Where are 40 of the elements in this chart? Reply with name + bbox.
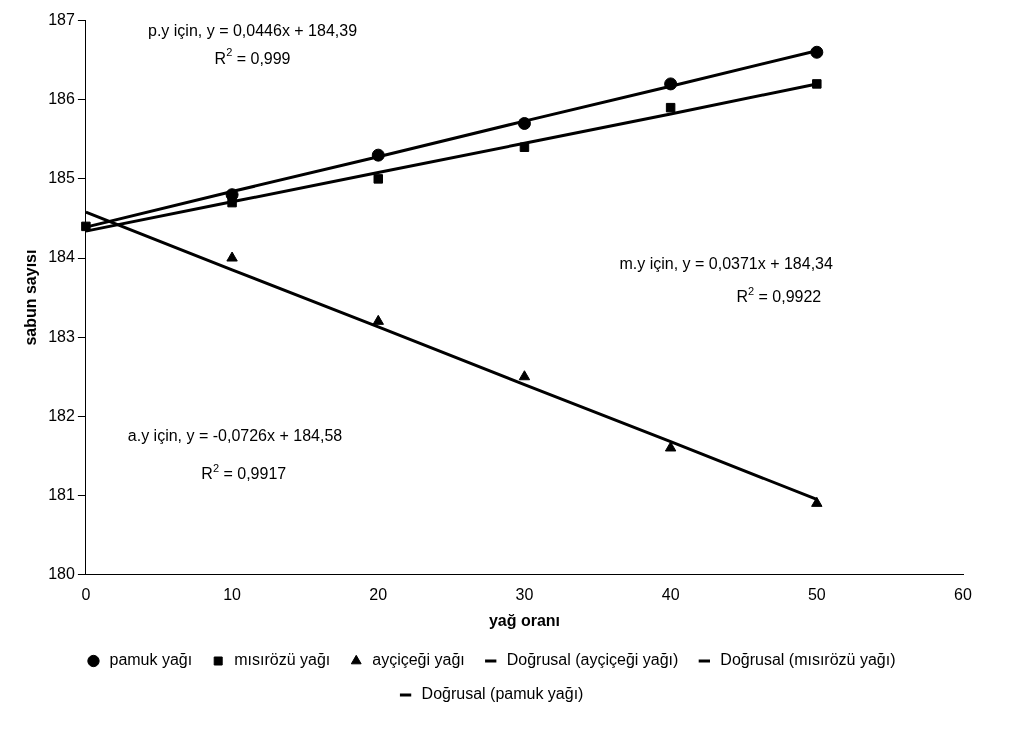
point [664,441,677,452]
x-tick-label: 60 [954,585,972,603]
annotation: m.y için, y = 0,0371x + 184,34 [619,254,834,272]
y-tick-label: 184 [48,248,75,266]
annotation: a.y için, y = -0,0726x + 184,58 [127,426,343,444]
y-tick-label: 181 [48,485,75,503]
point [372,314,384,325]
point [518,370,531,381]
point [519,142,530,152]
x-tick-label: 40 [661,585,680,603]
legend-label: pamuk yağı [109,651,193,669]
x-tick-label: 20 [369,585,388,603]
point [81,221,91,232]
point [517,116,531,130]
legend-label: Doğrusal (mısırözü yağı) [720,651,896,669]
legend-label: ayçiçeği yağı [372,651,465,669]
legend-label: Doğrusal (pamuk yağı) [421,685,584,703]
point [665,102,676,113]
point [373,174,384,184]
y-tick-label: 187 [48,11,75,29]
y-tick-label: 183 [48,327,75,345]
x-tick-label: 0 [81,585,91,603]
legend-label: mısırözü yağı [234,651,331,669]
legend-label: Doğrusal (ayçiçeği yağı) [506,651,679,669]
y-tick-label: 182 [48,406,75,424]
point [664,77,678,91]
point [226,251,238,262]
y-axis-title: sabun sayısı [22,249,40,346]
y-tick-label: 185 [48,169,75,187]
point [811,496,823,507]
point [371,148,385,162]
x-tick-label: 10 [223,585,242,603]
y-tick-label: 180 [48,565,75,583]
point [810,45,824,59]
y-tick-label: 186 [48,90,75,108]
x-tick-label: 30 [515,585,534,603]
annotation: p.y için, y = 0,0446x + 184,39 [148,22,358,40]
x-axis-title: yağ oranı [488,611,561,629]
point [812,79,822,89]
x-tick-label: 50 [807,585,826,603]
